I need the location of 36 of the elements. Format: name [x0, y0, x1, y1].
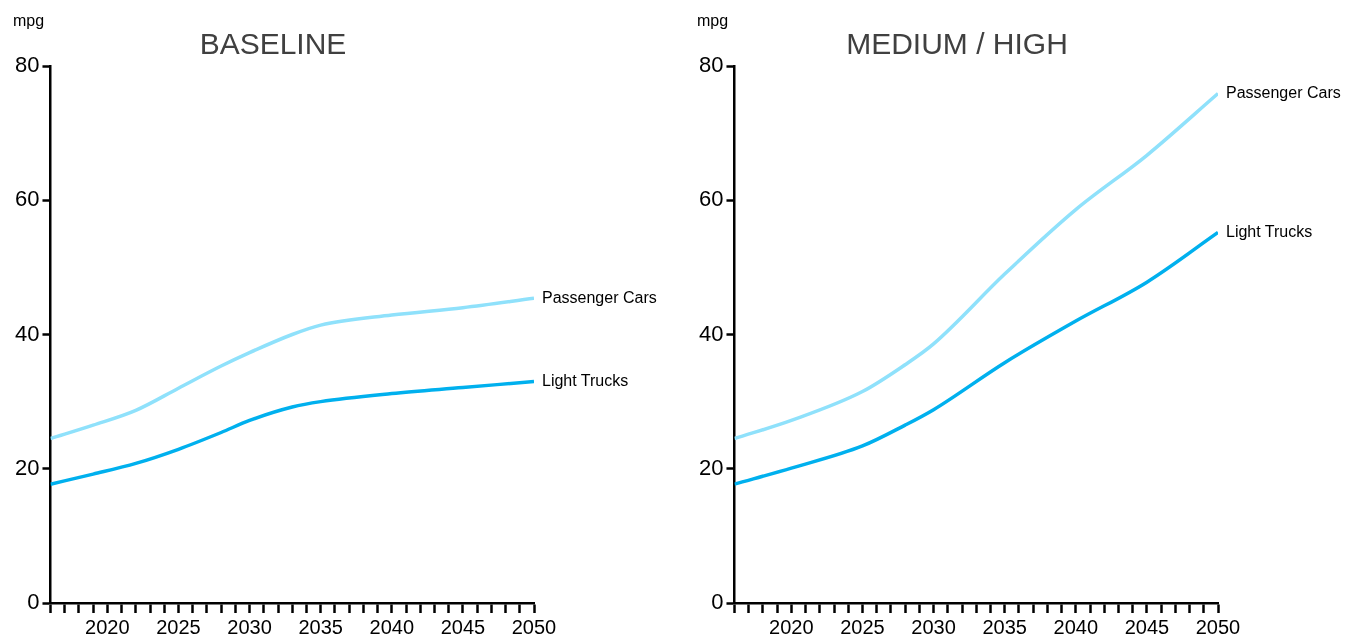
y-tick-label: 80 [698, 52, 724, 78]
y-tick-label: 20 [14, 454, 40, 480]
x-tick-label: 2020 [85, 615, 130, 638]
line-series [734, 230, 1218, 486]
line-series [50, 296, 534, 441]
x-tick-label: 2035 [982, 615, 1027, 638]
series-label: Light Trucks [1226, 222, 1313, 240]
x-tick-label: 2045 [1124, 615, 1170, 638]
x-tick-label: 2050 [511, 615, 557, 638]
chart-title: MEDIUM / HIGH [846, 27, 1068, 61]
x-tick-label: 2035 [298, 615, 343, 638]
y-tick-label: 40 [698, 320, 724, 346]
line-series [50, 379, 534, 486]
y-tick-label: 80 [14, 52, 40, 78]
y-tick-label: 60 [14, 186, 40, 212]
x-tick-label: 2030 [227, 615, 272, 638]
y-tick-label: 0 [27, 589, 40, 615]
x-tick-label: 2025 [156, 615, 201, 638]
series-label: Passenger Cars [1226, 83, 1341, 101]
x-tick-label: 2025 [840, 615, 885, 638]
y-axis-title: mpg [696, 12, 729, 30]
series-label: Passenger Cars [542, 288, 657, 306]
chart-title: BASELINE [199, 27, 347, 61]
y-tick-label: 40 [14, 320, 40, 346]
x-tick-label: 2040 [1053, 615, 1099, 638]
x-tick-label: 2050 [1195, 615, 1241, 638]
x-tick-label: 2040 [369, 615, 415, 638]
series-label: Light Trucks [542, 371, 629, 389]
x-tick-label: 2030 [911, 615, 956, 638]
y-tick-label: 20 [698, 454, 724, 480]
y-tick-label: 0 [711, 589, 724, 615]
x-tick-label: 2045 [440, 615, 486, 638]
y-tick-label: 60 [698, 186, 724, 212]
line-series [734, 91, 1218, 441]
x-tick-label: 2020 [769, 615, 814, 638]
y-axis-title: mpg [12, 12, 45, 30]
